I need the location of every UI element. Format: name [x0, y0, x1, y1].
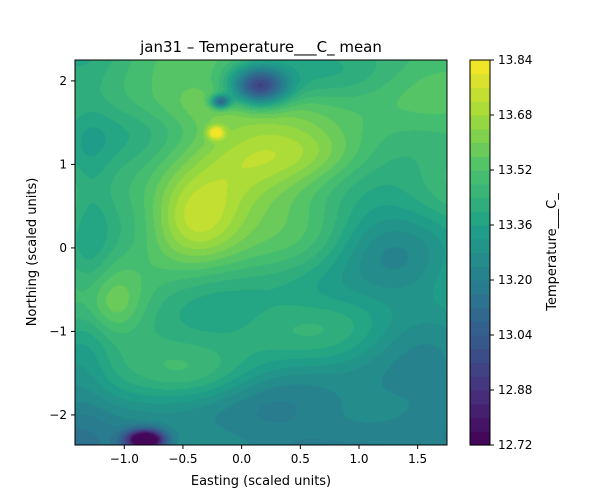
- x-tick-label: −0.5: [168, 452, 197, 466]
- colorbar-ticks: 12.72 12.88 13.04 13.20 13.36 13.52 13.68 13.84: [490, 53, 532, 452]
- colorbar-label: Temperature___C_: [545, 193, 560, 312]
- colorbar-band: [470, 417, 490, 432]
- colorbar-tick-label: 13.84: [498, 53, 532, 67]
- y-tick-label: −1: [49, 324, 67, 338]
- colorbar-band: [470, 128, 490, 144]
- colorbar-band: [470, 170, 490, 185]
- colorbar-tick-label: 12.88: [498, 383, 532, 397]
- x-tick-label: 1.5: [408, 452, 427, 466]
- x-axis-label: Easting (scaled units): [191, 474, 331, 489]
- colorbar-band: [470, 156, 490, 171]
- colorbar-band: [470, 431, 490, 446]
- x-tick-label: 1.0: [349, 452, 368, 466]
- colorbar-band: [470, 321, 490, 336]
- x-tick-label: −1.0: [110, 452, 139, 466]
- y-axis: −2 −1 0 1 2: [49, 74, 75, 422]
- colorbar-band: [470, 348, 490, 364]
- chart-title: jan31 – Temperature___C_ mean: [139, 38, 382, 57]
- colorbar-band: [470, 115, 490, 130]
- colorbar: 12.72 12.88 13.04 13.20 13.36 13.52 13.68 13.84…: [469, 53, 560, 452]
- colorbar-band: [470, 252, 490, 267]
- colorbar-band: [470, 211, 490, 226]
- colorbar-tick-label: 13.36: [498, 218, 532, 232]
- colorbar-band: [470, 238, 490, 254]
- plot-area: [74, 59, 448, 446]
- colorbar-band: [470, 101, 490, 116]
- colorbar-band: [470, 403, 490, 419]
- colorbar-band: [470, 266, 490, 281]
- colorbar-band: [470, 280, 490, 295]
- colorbar-band: [470, 87, 490, 102]
- colorbar-tick-label: 13.20: [498, 273, 532, 287]
- colorbar-band: [470, 376, 490, 391]
- y-tick-label: 1: [59, 157, 67, 171]
- colorbar-band: [470, 335, 490, 350]
- colorbar-band: [470, 293, 490, 309]
- colorbar-band: [470, 142, 490, 157]
- colorbar-band: [470, 362, 490, 377]
- colorbar-band: [470, 197, 490, 212]
- colorbar-band: [470, 390, 490, 405]
- x-tick-label: 0.5: [291, 452, 310, 466]
- y-tick-label: 0: [59, 241, 67, 255]
- temperature-contour-field: [75, 60, 447, 445]
- colorbar-tick-label: 12.72: [498, 438, 532, 452]
- colorbar-tick-label: 13.68: [498, 108, 532, 122]
- colorbar-band: [470, 73, 490, 89]
- colorbar-band: [470, 60, 490, 75]
- colorbar-band: [470, 183, 490, 199]
- colorbar-band: [470, 307, 490, 322]
- plot-frame: [74, 59, 448, 446]
- x-tick-label: 0.0: [232, 452, 251, 466]
- y-axis-label: Northing (scaled units): [25, 178, 40, 327]
- colorbar-tick-label: 13.52: [498, 163, 532, 177]
- colorbar-tick-label: 13.04: [498, 328, 532, 342]
- y-tick-label: 2: [59, 74, 67, 88]
- colorbar-bands: [470, 60, 490, 446]
- colorbar-frame: [469, 59, 491, 446]
- x-axis: −1.0 −0.5 0.0 0.5 1.0 1.5: [110, 445, 427, 466]
- colorbar-band: [470, 225, 490, 240]
- y-tick-label: −2: [49, 408, 67, 422]
